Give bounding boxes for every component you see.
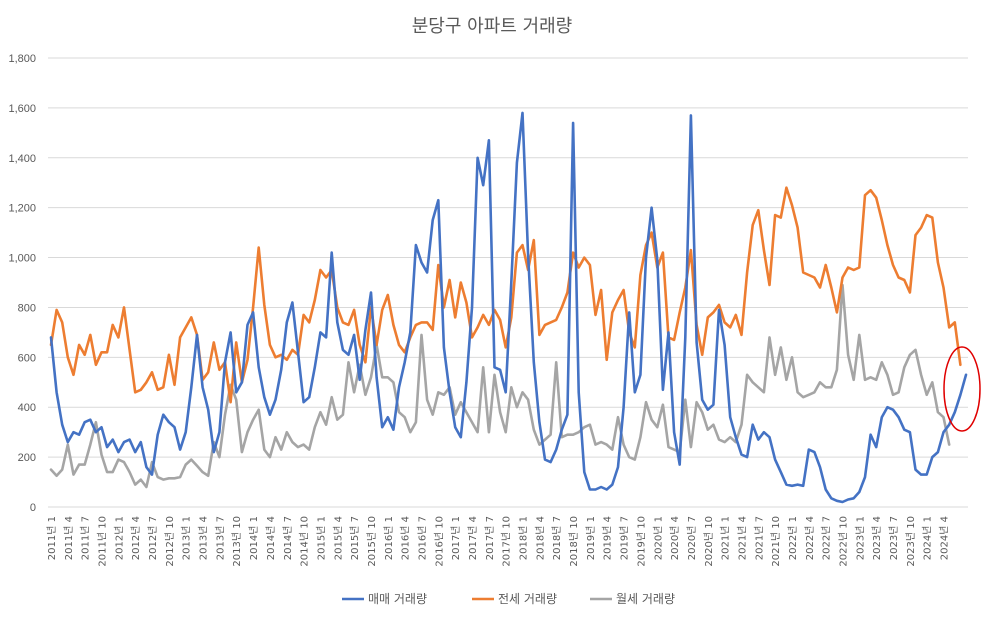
legend: 매매 거래량 전세 거래량 월세 거래량	[342, 592, 675, 606]
x-tick-label: 2013년 1	[181, 516, 193, 560]
series-line	[49, 283, 951, 489]
x-tick-label: 2021년 7	[753, 516, 765, 560]
x-tick-label: 2023년 7	[888, 516, 900, 560]
x-tick-label: 2012년 1	[113, 516, 125, 560]
x-tick-label: 2011년 1	[46, 516, 58, 560]
x-tick-label: 2013년 10	[231, 516, 243, 567]
x-tick-label: 2015년 10	[366, 516, 378, 567]
y-tick-label: 200	[18, 452, 36, 464]
x-tick-label: 2014년 4	[265, 516, 277, 560]
x-tick-label: 2018년 1	[518, 516, 530, 560]
x-tick-label: 2023년 4	[871, 516, 883, 560]
x-tick-label: 2016년 1	[383, 516, 395, 560]
legend-label: 전세 거래량	[498, 592, 557, 606]
series-lines	[49, 111, 968, 504]
x-tick-label: 2019년 7	[619, 516, 631, 560]
x-tick-label: 2020년 7	[686, 516, 698, 560]
x-tick-label: 2013년 7	[214, 516, 226, 560]
x-tick-label: 2023년 1	[854, 516, 866, 560]
x-tick-label: 2012년 7	[147, 516, 159, 560]
chart-title: 분당구 아파트 거래량	[412, 16, 572, 37]
x-tick-label: 2011년 4	[63, 516, 75, 560]
x-tick-label: 2016년 10	[433, 516, 445, 567]
x-tick-label: 2022년 7	[821, 516, 833, 560]
x-tick-label: 2016년 4	[400, 516, 412, 560]
x-tick-label: 2012년 4	[130, 516, 142, 560]
x-tick-label: 2019년 10	[635, 516, 647, 567]
y-tick-label: 1,200	[8, 203, 36, 215]
y-tick-label: 1,800	[8, 53, 36, 65]
x-tick-label: 2017년 1	[450, 516, 462, 560]
x-tick-label: 2022년 1	[787, 516, 799, 560]
legend-label: 매매 거래량	[368, 592, 427, 606]
x-tick-label: 2016년 7	[416, 516, 428, 560]
x-tick-label: 2020년 1	[652, 516, 664, 560]
x-tick-label: 2023년 10	[905, 516, 917, 567]
y-tick-label: 600	[18, 352, 36, 364]
y-axis-ticks: 0 200 400 600 800 1,000 1,200 1,400 1,600 1,800	[8, 53, 36, 514]
x-tick-label: 2022년 10	[838, 516, 850, 567]
x-tick-label: 2011년 10	[97, 516, 109, 567]
y-tick-label: 1,000	[8, 253, 36, 265]
x-tick-label: 2015년 1	[315, 516, 327, 560]
x-tick-label: 2017년 4	[467, 516, 479, 560]
x-tick-label: 2012년 10	[164, 516, 176, 567]
y-tick-label: 800	[18, 302, 36, 314]
x-tick-label: 2024년 1	[922, 516, 934, 560]
x-tick-label: 2013년 4	[198, 516, 210, 560]
x-tick-label: 2019년 4	[602, 516, 614, 560]
x-tick-label: 2024년 4	[939, 516, 951, 560]
x-tick-label: 2014년 10	[299, 516, 311, 567]
x-tick-label: 2020년 4	[669, 516, 681, 560]
x-tick-label: 2021년 4	[736, 516, 748, 560]
x-tick-label: 2018년 10	[568, 516, 580, 567]
x-tick-label: 2017년 7	[484, 516, 496, 560]
x-tick-label: 2021년 1	[720, 516, 732, 560]
y-tick-label: 400	[18, 402, 36, 414]
x-tick-label: 2015년 7	[349, 516, 361, 560]
x-tick-label: 2014년 7	[282, 516, 294, 560]
series-line	[49, 111, 968, 504]
x-tick-label: 2018년 7	[551, 516, 563, 560]
x-tick-label: 2021년 10	[770, 516, 782, 567]
x-tick-label: 2022년 4	[804, 516, 816, 560]
x-tick-label: 2014년 1	[248, 516, 260, 560]
highlight-circle-annotation	[943, 346, 981, 432]
legend-label: 월세 거래량	[616, 592, 675, 606]
y-tick-label: 1,600	[8, 103, 36, 115]
x-tick-label: 2011년 7	[80, 516, 92, 560]
x-axis-ticks: 2011년 1 2011년 4 2011년 7 2011년 10 2012년 1 2012…	[46, 516, 951, 567]
x-tick-label: 2020년 10	[703, 516, 715, 567]
x-tick-label: 2015년 4	[332, 516, 344, 560]
y-tick-label: 1,400	[8, 153, 36, 165]
y-tick-label: 0	[30, 502, 36, 514]
x-tick-label: 2019년 1	[585, 516, 597, 560]
x-tick-label: 2017년 10	[501, 516, 513, 567]
x-tick-label: 2018년 4	[534, 516, 546, 560]
